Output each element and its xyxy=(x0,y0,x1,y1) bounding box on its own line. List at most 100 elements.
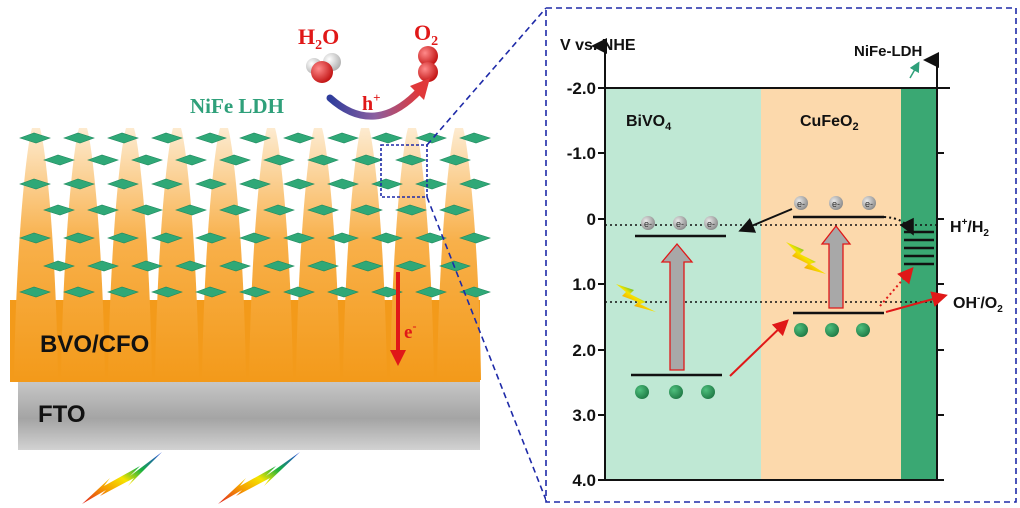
ldh-flake xyxy=(107,286,139,298)
y-tick-label: 0 xyxy=(587,210,596,229)
ldh-flake xyxy=(327,178,359,190)
ldh-flake xyxy=(371,286,403,298)
svg-text:e-: e- xyxy=(832,199,840,209)
ldh-flake xyxy=(283,232,315,244)
ldh-flake xyxy=(63,286,95,298)
ldh-flake xyxy=(459,286,491,298)
ldh-flake xyxy=(459,232,491,244)
light-bolt-icon xyxy=(786,242,826,274)
zoom-line-bottom xyxy=(426,196,547,501)
ldh-flake xyxy=(371,132,403,144)
ldh-flake xyxy=(239,286,271,298)
oh-potential-label: OH-/O2 xyxy=(953,293,1003,315)
ldh-flake xyxy=(371,232,403,244)
ldh-flake xyxy=(43,154,75,166)
ldh-flake xyxy=(195,286,227,298)
nife-ldh-flakes xyxy=(19,132,491,298)
y-tick-labels: -2.0 -1.0 0 1.0 2.0 3.0 4.0 xyxy=(567,79,596,490)
ldh-flake xyxy=(395,154,427,166)
ldh-flake xyxy=(195,178,227,190)
ldh-flake xyxy=(307,154,339,166)
ldh-flake xyxy=(63,178,95,190)
oxidation-arrow xyxy=(326,86,424,120)
ldh-flake xyxy=(87,260,119,272)
ldh-flake xyxy=(351,204,383,216)
y-tick-label: 1.0 xyxy=(572,275,596,294)
nanorod xyxy=(155,128,199,380)
y-tick-label: 4.0 xyxy=(572,471,596,490)
ldh-flake xyxy=(107,132,139,144)
light-bolt-icon xyxy=(218,452,300,504)
light-bolt-icon xyxy=(616,284,656,312)
nanorod xyxy=(390,128,434,380)
ldh-flake xyxy=(219,204,251,216)
ldh-flake xyxy=(327,232,359,244)
svg-text:e-: e- xyxy=(676,219,684,229)
nanorod xyxy=(61,128,105,380)
svg-text:e-: e- xyxy=(797,199,805,209)
ldh-flake xyxy=(131,260,163,272)
ldh-flake xyxy=(263,260,295,272)
ldh-flake xyxy=(439,204,471,216)
ldh-flake xyxy=(415,232,447,244)
nanorod xyxy=(437,128,481,380)
cufeo2-electrons: e- e- e- xyxy=(794,196,876,210)
y-axis-title: V vs. NHE xyxy=(560,37,636,54)
ldh-flake xyxy=(175,260,207,272)
ldh-flake xyxy=(87,154,119,166)
ldh-flake xyxy=(175,204,207,216)
ldh-flake xyxy=(283,132,315,144)
ldh-flake xyxy=(131,204,163,216)
ldh-flake xyxy=(43,204,75,216)
ldh-flake xyxy=(263,204,295,216)
ldh-flake xyxy=(395,204,427,216)
hole-label: h+ xyxy=(362,90,381,115)
ldh-flake xyxy=(219,260,251,272)
ldh-flake xyxy=(395,260,427,272)
zoom-line-top xyxy=(426,7,547,146)
ldh-flake xyxy=(19,132,51,144)
ldh-flake xyxy=(415,178,447,190)
cufeo2-label: CuFeO2 xyxy=(800,113,859,133)
ldh-flake xyxy=(239,132,271,144)
energy-band-diagram: -2.0 -1.0 0 1.0 2.0 3.0 4.0 V vs. NHE Bi… xyxy=(545,7,1017,503)
cb-to-ldh-arrow xyxy=(883,216,914,236)
ldh-flake xyxy=(459,132,491,144)
ldh-flake xyxy=(43,260,75,272)
substrate-label: FTO xyxy=(38,401,86,428)
cocatalyst-label: NiFe LDH xyxy=(190,94,284,118)
nife-ldh-pointer xyxy=(909,61,920,79)
ldh-flake xyxy=(351,260,383,272)
bivo4-holes xyxy=(635,385,715,399)
ldh-flake xyxy=(131,154,163,166)
oxidation-arrowhead xyxy=(410,78,430,100)
oxygen-molecule-icon xyxy=(418,46,438,82)
ldh-flake xyxy=(195,232,227,244)
nanorod xyxy=(249,128,293,380)
product-label: O2 xyxy=(414,20,438,49)
ldh-flake xyxy=(19,178,51,190)
ldh-flake xyxy=(19,286,51,298)
nanorod-array xyxy=(14,128,481,380)
ldh-flake xyxy=(439,260,471,272)
ldh-flake xyxy=(151,232,183,244)
ldh-flake xyxy=(307,204,339,216)
water-molecule-icon xyxy=(306,53,341,83)
light-bolt-icon xyxy=(82,452,162,504)
y-tick-label: 3.0 xyxy=(572,406,596,425)
left-schematic: H2O O2 h+ NiFe LDH BVO/CFO FTO e- xyxy=(10,20,491,504)
ldh-flake xyxy=(283,286,315,298)
bivo4-electrons: e- e- e- xyxy=(641,216,718,230)
cufeo2-excitation-arrow xyxy=(820,224,852,309)
ldh-flake xyxy=(195,132,227,144)
ldh-flake xyxy=(107,232,139,244)
ldh-flake xyxy=(175,154,207,166)
ldh-flake xyxy=(151,286,183,298)
ldh-flake xyxy=(351,154,383,166)
ldh-flake xyxy=(283,178,315,190)
ldh-flake xyxy=(219,154,251,166)
y-tick-label: 2.0 xyxy=(572,341,596,360)
nife-ldh-label: NiFe-LDH xyxy=(854,43,922,60)
fto-substrate xyxy=(18,380,480,450)
ldh-flake xyxy=(63,132,95,144)
